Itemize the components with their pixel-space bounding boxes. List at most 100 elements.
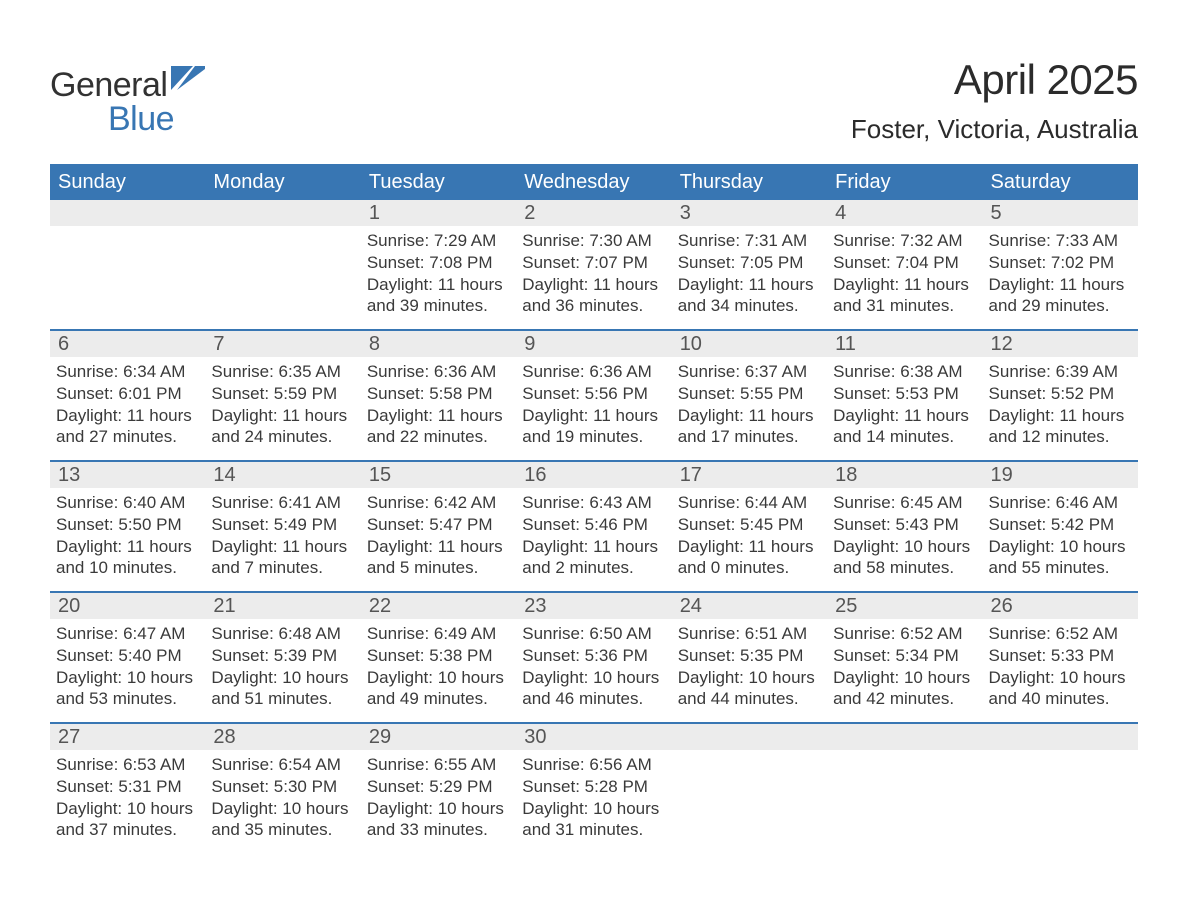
day2-text: and 42 minutes. xyxy=(833,688,976,710)
day1-text: Daylight: 10 hours xyxy=(211,667,354,689)
date-number: 29 xyxy=(361,726,516,749)
sunrise-text: Sunrise: 6:40 AM xyxy=(56,492,199,514)
day-cell: Sunrise: 6:53 AMSunset: 5:31 PMDaylight:… xyxy=(50,750,205,841)
sunrise-text: Sunrise: 6:53 AM xyxy=(56,754,199,776)
day-cell: Sunrise: 7:29 AMSunset: 7:08 PMDaylight:… xyxy=(361,226,516,317)
day1-text: Daylight: 10 hours xyxy=(367,798,510,820)
day2-text: and 44 minutes. xyxy=(678,688,821,710)
date-number: 5 xyxy=(983,202,1138,225)
day-cell: Sunrise: 6:48 AMSunset: 5:39 PMDaylight:… xyxy=(205,619,360,710)
day-cell xyxy=(50,226,205,317)
sunrise-text: Sunrise: 6:47 AM xyxy=(56,623,199,645)
date-number: 6 xyxy=(50,333,205,356)
day-cell: Sunrise: 6:39 AMSunset: 5:52 PMDaylight:… xyxy=(983,357,1138,448)
dayhead-sat: Saturday xyxy=(983,171,1138,194)
day-cell: Sunrise: 7:33 AMSunset: 7:02 PMDaylight:… xyxy=(983,226,1138,317)
day-cell: Sunrise: 6:36 AMSunset: 5:56 PMDaylight:… xyxy=(516,357,671,448)
logo-word1-row: General xyxy=(50,62,205,102)
day2-text: and 19 minutes. xyxy=(522,426,665,448)
day1-text: Daylight: 11 hours xyxy=(522,274,665,296)
flag-icon xyxy=(171,62,205,96)
date-number: 11 xyxy=(827,333,982,356)
sunrise-text: Sunrise: 6:56 AM xyxy=(522,754,665,776)
day-cell: Sunrise: 6:43 AMSunset: 5:46 PMDaylight:… xyxy=(516,488,671,579)
location: Foster, Victoria, Australia xyxy=(851,114,1138,145)
sunset-text: Sunset: 5:40 PM xyxy=(56,645,199,667)
sunrise-text: Sunrise: 6:50 AM xyxy=(522,623,665,645)
day-cell: Sunrise: 6:54 AMSunset: 5:30 PMDaylight:… xyxy=(205,750,360,841)
day-cell: Sunrise: 6:42 AMSunset: 5:47 PMDaylight:… xyxy=(361,488,516,579)
date-number-row: 12345 xyxy=(50,200,1138,226)
date-number: 20 xyxy=(50,595,205,618)
sunrise-text: Sunrise: 6:44 AM xyxy=(678,492,821,514)
sunrise-text: Sunrise: 6:46 AM xyxy=(989,492,1132,514)
weeks-container: 12345Sunrise: 7:29 AMSunset: 7:08 PMDayl… xyxy=(50,200,1138,853)
sunset-text: Sunset: 7:02 PM xyxy=(989,252,1132,274)
date-number-row: 13141516171819 xyxy=(50,462,1138,488)
day-cell xyxy=(827,750,982,841)
day1-text: Daylight: 11 hours xyxy=(56,405,199,427)
day-cell: Sunrise: 6:35 AMSunset: 5:59 PMDaylight:… xyxy=(205,357,360,448)
sunset-text: Sunset: 5:56 PM xyxy=(522,383,665,405)
sunrise-text: Sunrise: 6:37 AM xyxy=(678,361,821,383)
title-block: April 2025 Foster, Victoria, Australia xyxy=(851,56,1138,145)
day2-text: and 58 minutes. xyxy=(833,557,976,579)
sunset-text: Sunset: 5:52 PM xyxy=(989,383,1132,405)
sunset-text: Sunset: 5:28 PM xyxy=(522,776,665,798)
day1-text: Daylight: 10 hours xyxy=(56,667,199,689)
sunrise-text: Sunrise: 6:54 AM xyxy=(211,754,354,776)
date-number: 26 xyxy=(983,595,1138,618)
day-cell: Sunrise: 6:34 AMSunset: 6:01 PMDaylight:… xyxy=(50,357,205,448)
week-row: 6789101112Sunrise: 6:34 AMSunset: 6:01 P… xyxy=(50,329,1138,460)
sunset-text: Sunset: 5:55 PM xyxy=(678,383,821,405)
day-cell xyxy=(205,226,360,317)
dayhead-mon: Monday xyxy=(205,171,360,194)
sunrise-text: Sunrise: 6:35 AM xyxy=(211,361,354,383)
day1-text: Daylight: 11 hours xyxy=(211,536,354,558)
date-number: 7 xyxy=(205,333,360,356)
date-number: 1 xyxy=(361,202,516,225)
sunset-text: Sunset: 5:34 PM xyxy=(833,645,976,667)
sunrise-text: Sunrise: 6:52 AM xyxy=(833,623,976,645)
day2-text: and 17 minutes. xyxy=(678,426,821,448)
day-cell: Sunrise: 6:52 AMSunset: 5:34 PMDaylight:… xyxy=(827,619,982,710)
day1-text: Daylight: 11 hours xyxy=(56,536,199,558)
day1-text: Daylight: 11 hours xyxy=(367,405,510,427)
sunrise-text: Sunrise: 6:43 AM xyxy=(522,492,665,514)
day1-text: Daylight: 11 hours xyxy=(522,405,665,427)
sunrise-text: Sunrise: 7:33 AM xyxy=(989,230,1132,252)
day1-text: Daylight: 11 hours xyxy=(989,274,1132,296)
day-cell: Sunrise: 6:38 AMSunset: 5:53 PMDaylight:… xyxy=(827,357,982,448)
sunset-text: Sunset: 5:42 PM xyxy=(989,514,1132,536)
day2-text: and 24 minutes. xyxy=(211,426,354,448)
date-number: 25 xyxy=(827,595,982,618)
day2-text: and 35 minutes. xyxy=(211,819,354,841)
day1-text: Daylight: 11 hours xyxy=(522,536,665,558)
sunset-text: Sunset: 5:58 PM xyxy=(367,383,510,405)
day-cell: Sunrise: 6:49 AMSunset: 5:38 PMDaylight:… xyxy=(361,619,516,710)
sunset-text: Sunset: 5:30 PM xyxy=(211,776,354,798)
day1-text: Daylight: 11 hours xyxy=(367,536,510,558)
week-row: 20212223242526Sunrise: 6:47 AMSunset: 5:… xyxy=(50,591,1138,722)
day1-text: Daylight: 10 hours xyxy=(211,798,354,820)
day2-text: and 5 minutes. xyxy=(367,557,510,579)
day1-text: Daylight: 10 hours xyxy=(56,798,199,820)
day2-text: and 2 minutes. xyxy=(522,557,665,579)
dayhead-tue: Tuesday xyxy=(361,171,516,194)
logo-word2: Blue xyxy=(50,102,205,136)
sunrise-text: Sunrise: 6:34 AM xyxy=(56,361,199,383)
date-number-row: 20212223242526 xyxy=(50,593,1138,619)
day2-text: and 29 minutes. xyxy=(989,295,1132,317)
month-year: April 2025 xyxy=(851,56,1138,104)
date-number: 17 xyxy=(672,464,827,487)
day2-text: and 34 minutes. xyxy=(678,295,821,317)
date-number: 24 xyxy=(672,595,827,618)
day1-text: Daylight: 10 hours xyxy=(833,536,976,558)
day1-text: Daylight: 11 hours xyxy=(833,274,976,296)
sunset-text: Sunset: 7:08 PM xyxy=(367,252,510,274)
sunrise-text: Sunrise: 6:55 AM xyxy=(367,754,510,776)
date-number: 12 xyxy=(983,333,1138,356)
day1-text: Daylight: 11 hours xyxy=(989,405,1132,427)
sunset-text: Sunset: 6:01 PM xyxy=(56,383,199,405)
date-number: 23 xyxy=(516,595,671,618)
